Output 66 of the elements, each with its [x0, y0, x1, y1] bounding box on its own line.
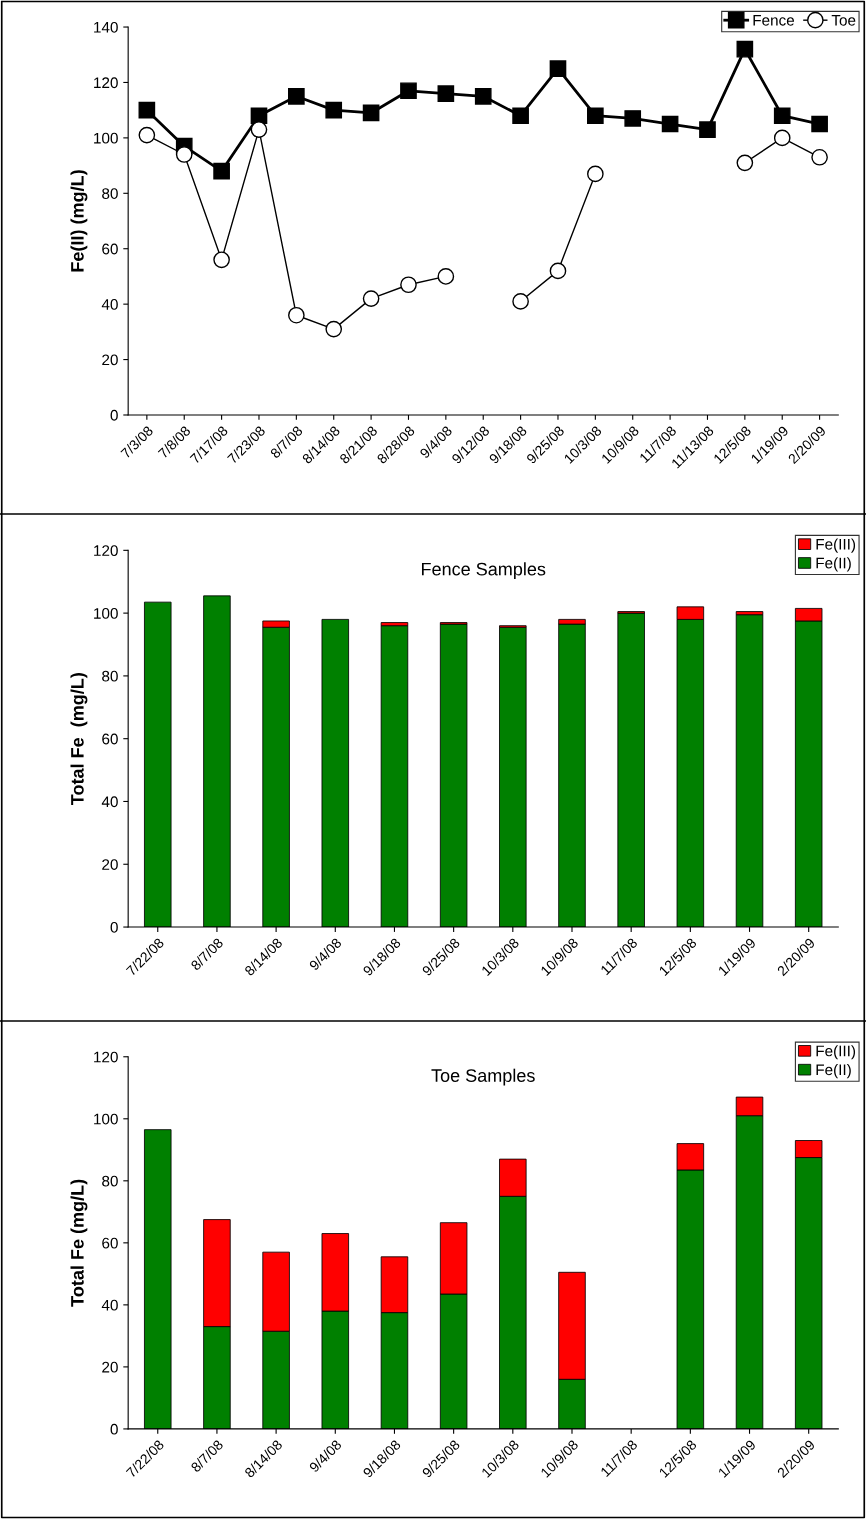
y-axis-title: Total Fe (mg/L) [70, 1179, 88, 1307]
legend-label: Fe(II) [816, 1063, 851, 1079]
point [811, 148, 828, 166]
y-axis-title: Fe(II) (mg/L) [70, 170, 88, 272]
point [138, 126, 156, 144]
point [549, 60, 567, 77]
point [288, 306, 305, 324]
legend-label: Toe [831, 15, 856, 26]
y-tick-label: 80 [102, 1175, 118, 1187]
point [437, 268, 455, 285]
y-tick-label: 60 [102, 733, 118, 745]
point [175, 146, 193, 163]
text: Fence Samples [421, 562, 546, 580]
y-tick-label: 40 [101, 299, 118, 310]
point [587, 165, 604, 183]
y-tick-label: 100 [94, 1113, 118, 1125]
y-tick-label: 0 [110, 1423, 118, 1435]
y-tick-label: 0 [110, 921, 118, 933]
point [362, 104, 380, 122]
y-tick-label: 40 [101, 1299, 118, 1311]
point [362, 290, 380, 307]
y-tick-label: 20 [102, 1361, 118, 1373]
text: Toe Samples [431, 1068, 535, 1086]
y-tick-label: 60 [102, 1237, 118, 1249]
point [773, 129, 791, 147]
point [661, 115, 679, 133]
y-tick-label: 0 [110, 409, 118, 421]
y-tick-label: 20 [102, 354, 118, 366]
y-tick-label: 100 [94, 607, 118, 619]
y-tick-label: 140 [94, 21, 118, 33]
y-tick-label: 80 [102, 188, 118, 199]
point [213, 162, 230, 180]
y-tick-label: 120 [94, 545, 118, 557]
point [250, 121, 268, 138]
point [325, 320, 343, 338]
point [736, 40, 754, 58]
point [400, 276, 417, 294]
point [512, 107, 529, 125]
y-tick-label: 80 [102, 670, 118, 682]
point [288, 87, 305, 105]
y-tick-label: 40 [101, 796, 118, 808]
point [773, 107, 791, 125]
y-tick-label: 100 [94, 132, 118, 144]
point [437, 85, 455, 102]
y-tick-label: 120 [94, 77, 118, 89]
y-tick-label: 60 [102, 243, 118, 255]
y-tick-label: 20 [102, 859, 118, 870]
y-tick-label: 120 [94, 1051, 118, 1063]
legend-label: Fe(II) [816, 557, 851, 572]
legend-label: Fence [753, 15, 795, 26]
point [250, 107, 268, 125]
point [624, 110, 642, 127]
point [213, 251, 230, 269]
point [587, 107, 604, 125]
point [736, 154, 754, 172]
point [549, 262, 567, 280]
point [325, 101, 343, 119]
point [138, 101, 156, 119]
point [400, 82, 417, 100]
point [474, 87, 492, 105]
legend-label: Fe(III) [816, 1045, 856, 1060]
point [699, 121, 716, 138]
legend-label: Fe(III) [816, 538, 856, 553]
point [512, 293, 529, 310]
y-axis-title: Total Fe (mg/L) [70, 673, 88, 806]
point [811, 115, 828, 133]
